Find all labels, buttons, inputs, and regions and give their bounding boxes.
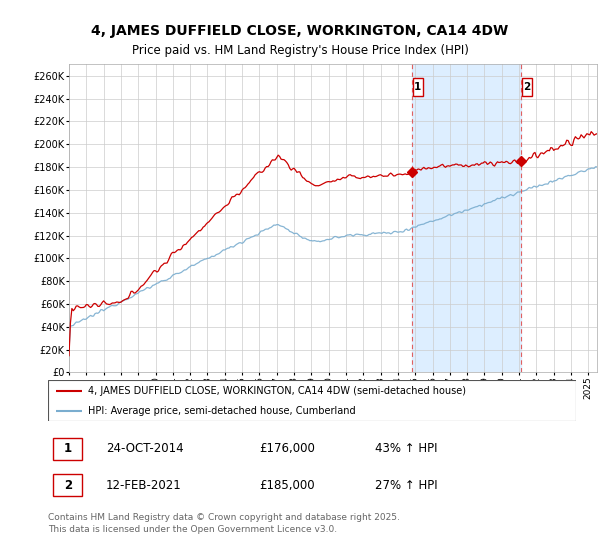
Text: Price paid vs. HM Land Registry's House Price Index (HPI): Price paid vs. HM Land Registry's House … [131, 44, 469, 57]
Text: 12-FEB-2021: 12-FEB-2021 [106, 479, 182, 492]
Text: 27% ↑ HPI: 27% ↑ HPI [376, 479, 438, 492]
FancyBboxPatch shape [48, 380, 576, 421]
Text: £176,000: £176,000 [259, 442, 315, 455]
Text: HPI: Average price, semi-detached house, Cumberland: HPI: Average price, semi-detached house,… [88, 406, 355, 416]
Text: 24-OCT-2014: 24-OCT-2014 [106, 442, 184, 455]
FancyBboxPatch shape [53, 438, 82, 460]
Text: Contains HM Land Registry data © Crown copyright and database right 2025.
This d: Contains HM Land Registry data © Crown c… [48, 513, 400, 534]
Text: 2: 2 [523, 82, 530, 92]
Text: 43% ↑ HPI: 43% ↑ HPI [376, 442, 438, 455]
FancyBboxPatch shape [522, 78, 532, 96]
Bar [412, 64, 521, 372]
FancyBboxPatch shape [53, 474, 82, 496]
Text: 1: 1 [414, 82, 421, 92]
Text: 4, JAMES DUFFIELD CLOSE, WORKINGTON, CA14 4DW (semi-detached house): 4, JAMES DUFFIELD CLOSE, WORKINGTON, CA1… [88, 386, 466, 396]
Text: 4, JAMES DUFFIELD CLOSE, WORKINGTON, CA14 4DW: 4, JAMES DUFFIELD CLOSE, WORKINGTON, CA1… [91, 24, 509, 38]
Text: £185,000: £185,000 [259, 479, 315, 492]
Text: 1: 1 [64, 442, 72, 455]
Text: 2: 2 [64, 479, 72, 492]
FancyBboxPatch shape [413, 78, 422, 96]
